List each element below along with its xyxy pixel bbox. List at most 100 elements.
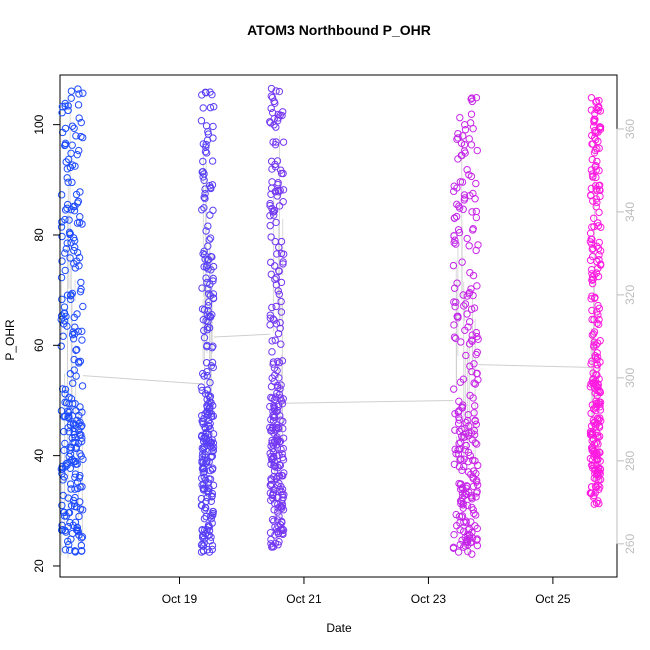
data-point [279, 250, 288, 258]
data-point [204, 130, 213, 138]
data-point [588, 315, 596, 324]
data-point [63, 239, 71, 247]
data-point [596, 414, 604, 422]
data-point [209, 122, 217, 131]
data-point [205, 475, 213, 483]
data-point [451, 334, 460, 343]
data-point [275, 390, 284, 399]
data-point [202, 274, 210, 282]
data-point [208, 181, 217, 189]
data-point [590, 294, 599, 303]
data-point [595, 144, 603, 152]
data-point [204, 400, 213, 408]
data-point [456, 445, 464, 453]
data-point [471, 380, 480, 388]
data-point [206, 103, 215, 112]
data-point [589, 140, 597, 148]
data-point [270, 121, 278, 129]
data-point [75, 420, 83, 428]
data-point [78, 336, 86, 344]
data-point [199, 420, 207, 428]
data-point [595, 432, 604, 441]
data-point [278, 504, 286, 512]
data-point [266, 314, 275, 322]
data-point [278, 453, 287, 462]
data-point [592, 166, 600, 174]
data-point [587, 295, 595, 303]
data-point [62, 399, 71, 407]
data-point [465, 340, 474, 348]
data-point [72, 346, 80, 354]
data-point [593, 242, 601, 250]
data-point [450, 284, 459, 292]
data-point [588, 306, 596, 315]
data-point [465, 242, 473, 250]
y-left-tick-label: 100 [32, 114, 46, 134]
y-axis-left: 20 40 60 80 100 [32, 114, 61, 573]
data-point [200, 193, 208, 202]
data-point [450, 321, 458, 329]
data-point [456, 526, 464, 534]
data-point [457, 513, 466, 521]
data-point [75, 114, 83, 122]
data-point [270, 316, 278, 324]
data-point [61, 385, 70, 394]
data-point [74, 357, 83, 366]
data-point [70, 246, 78, 255]
data-point [209, 481, 218, 490]
data-point [58, 128, 67, 137]
data-point [69, 379, 77, 387]
data-point [460, 462, 468, 471]
data-point [593, 364, 601, 373]
data-point [473, 524, 481, 533]
data-point [62, 245, 71, 253]
data-point [452, 212, 461, 221]
data-point [267, 258, 275, 267]
data-point [450, 298, 458, 306]
data-point [205, 236, 213, 244]
data-point [66, 292, 75, 300]
data-point [204, 391, 213, 399]
data-point [474, 241, 482, 249]
data-point [595, 423, 604, 431]
data-point [461, 326, 469, 334]
data-point [464, 468, 473, 476]
data-point [472, 328, 481, 337]
data-point [61, 439, 69, 448]
data-point [272, 274, 280, 282]
connector-line [478, 364, 591, 368]
data-point [197, 501, 206, 510]
data-point [203, 371, 211, 380]
data-point [593, 386, 601, 395]
data-point [270, 506, 278, 514]
data-point [267, 393, 275, 402]
data-point [198, 481, 206, 489]
x-axis-label: Date [326, 621, 352, 635]
data-point [77, 452, 85, 460]
data-point [274, 383, 282, 392]
data-point [267, 233, 275, 241]
data-point [274, 287, 282, 295]
x-tick-label: Oct 21 [286, 592, 322, 606]
data-point [72, 407, 80, 415]
data-point [272, 138, 280, 146]
data-point [57, 273, 66, 282]
data-point [461, 149, 469, 157]
data-point [68, 178, 76, 187]
data-point [79, 133, 87, 142]
data-point [207, 514, 216, 523]
data-point [465, 429, 473, 437]
data-point [57, 223, 66, 231]
data-point [208, 452, 217, 460]
data-point [73, 310, 81, 318]
data-point [269, 444, 277, 453]
data-point [449, 261, 458, 270]
data-point [72, 132, 80, 140]
y-left-tick-label: 80 [32, 228, 46, 242]
data-point [461, 120, 469, 129]
data-point [268, 456, 276, 464]
data-point [78, 483, 86, 491]
data-point [591, 351, 599, 360]
data-point [203, 493, 212, 502]
data-point [593, 339, 602, 347]
